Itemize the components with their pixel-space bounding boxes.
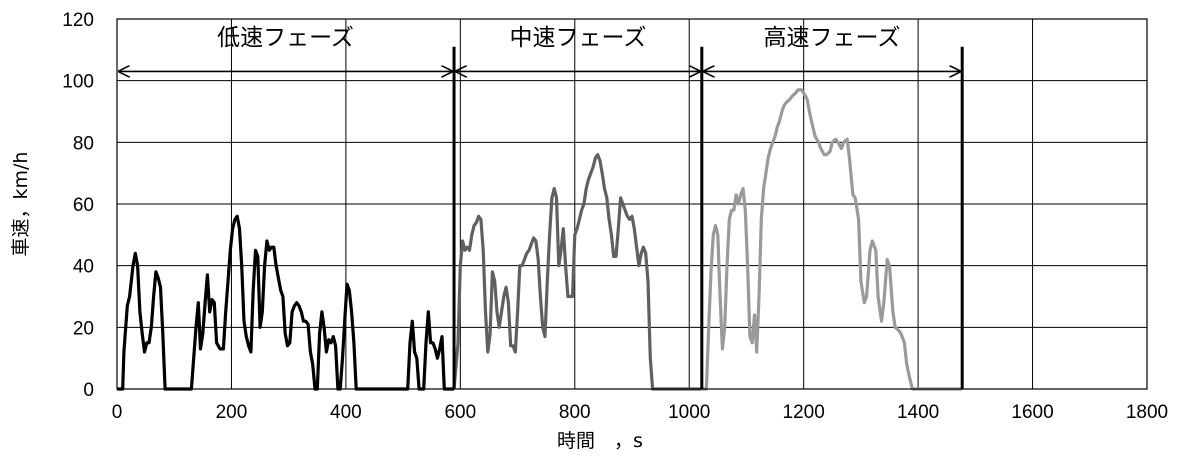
phase-layer: 低速フェーズ 中速フェーズ 高速フェーズ (118, 25, 964, 389)
speed-series-1 (117, 214, 454, 391)
series-layer (117, 88, 963, 391)
x-tick-label: 600 (444, 402, 476, 423)
speed-series-3 (701, 88, 963, 391)
grid (117, 19, 1147, 389)
y-tick-label: 60 (73, 195, 94, 216)
plot-frame (116, 18, 1148, 390)
y-tick-label: 100 (62, 72, 94, 93)
phase-label: 中速フェーズ (509, 25, 646, 51)
y-tick-label: 20 (73, 318, 94, 339)
x-tick-label: 1400 (897, 402, 939, 423)
x-tick-label: 0 (112, 402, 123, 423)
y-axis-title: 車速，km/h (10, 152, 32, 257)
x-tick-label: 1800 (1126, 402, 1168, 423)
speed-series-2 (452, 153, 702, 391)
y-tick-label: 80 (73, 133, 94, 154)
phase-label: 低速フェーズ (217, 25, 354, 51)
x-tick-label: 400 (330, 402, 362, 423)
y-tick-label: 120 (62, 10, 94, 31)
x-tick-label: 1000 (668, 402, 710, 423)
x-axis-title: 時間 ，s (557, 430, 643, 452)
x-tick-label: 1600 (1011, 402, 1053, 423)
y-tick-label: 0 (83, 380, 94, 401)
x-tick-label: 800 (559, 402, 591, 423)
phase-label: 高速フェーズ (764, 25, 901, 51)
x-tick-label: 200 (216, 402, 248, 423)
y-tick-label: 40 (73, 257, 94, 278)
tick-labels: 0 200 400 600 800 1000 1200 1400 1600 1800 0 20 40 60… (62, 10, 1168, 423)
x-tick-label: 1200 (783, 402, 825, 423)
